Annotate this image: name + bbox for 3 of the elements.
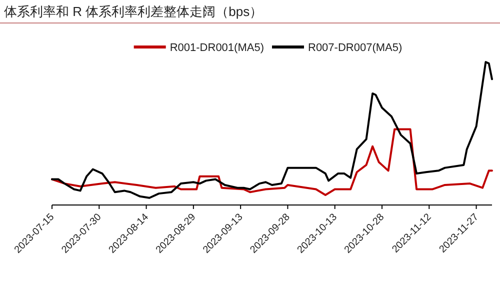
chart-title: 体系利率和 R 体系利率利差整体走阔（bps） — [4, 4, 263, 19]
legend-label: R001-DR001(MA5) — [170, 42, 264, 54]
legend-label: R007-DR007(MA5) — [308, 42, 402, 54]
